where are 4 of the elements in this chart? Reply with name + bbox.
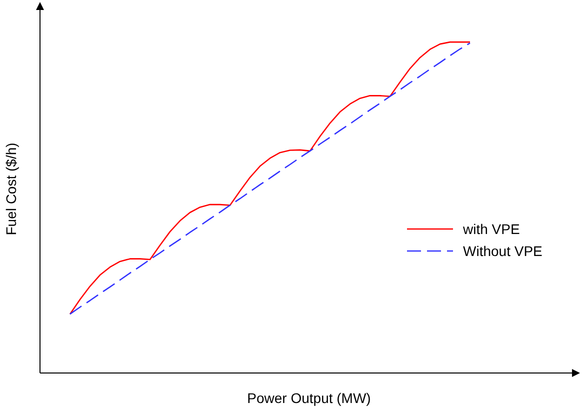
y-axis-title: Fuel Cost ($/h) [3,142,19,236]
legend-label: Without VPE [463,243,542,259]
x-axis-title: Power Output (MW) [247,390,371,406]
legend-label: with VPE [463,221,520,237]
